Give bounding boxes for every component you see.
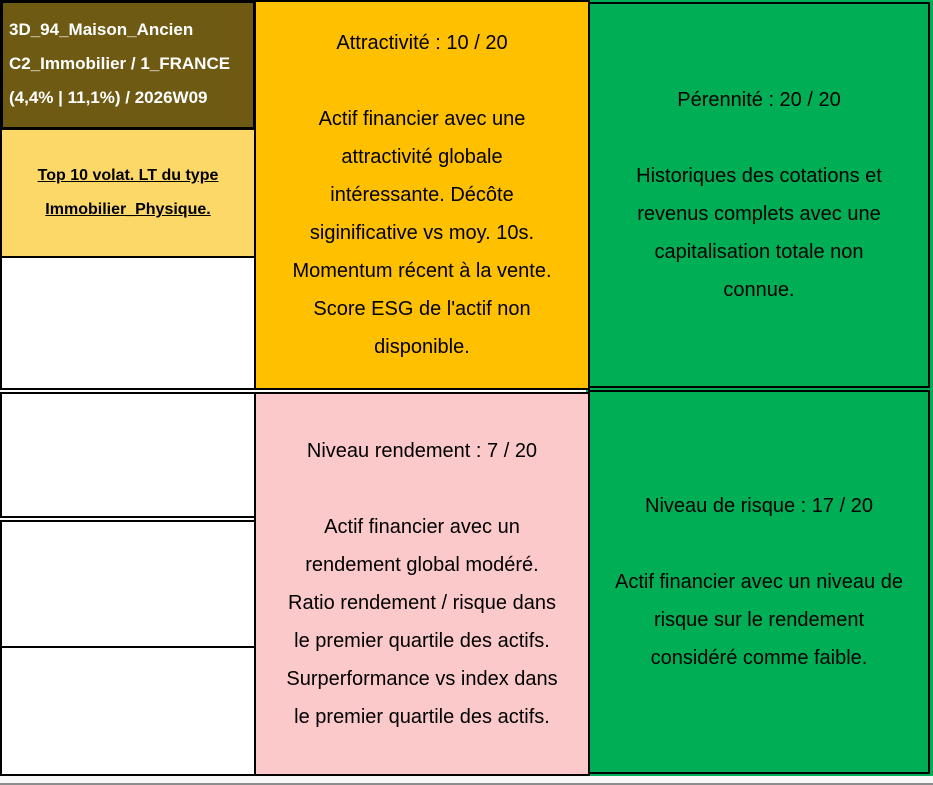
sheet-bottom-strip <box>0 776 933 785</box>
risque-body: Actif financier avec un niveau de risque… <box>615 571 903 669</box>
risque-title: Niveau de risque : 17 / 20 <box>645 495 873 517</box>
perennite-title: Pérennité : 20 / 20 <box>677 89 841 111</box>
attractivite-title: Attractivité : 10 / 20 <box>336 32 508 54</box>
asset-header-cell: 3D_94_Maison_Ancien C2_Immobilier / 1_FR… <box>0 0 256 130</box>
empty-cell-2 <box>0 392 256 518</box>
rendement-card: Niveau rendement : 7 / 20 Actif financie… <box>254 392 590 776</box>
rendement-body: Actif financier avec un rendement global… <box>286 516 558 728</box>
attractivite-body: Actif financier avec une attractivité gl… <box>292 108 552 358</box>
perennite-card: Pérennité : 20 / 20 Historiques des cota… <box>588 2 930 388</box>
empty-cell-4 <box>0 646 256 776</box>
rendement-title: Niveau rendement : 7 / 20 <box>306 440 538 462</box>
perennite-body: Historiques des cotations et revenus com… <box>636 165 882 301</box>
strategy-label: Top 10 volat. LT du type Immobilier_Phys… <box>37 167 219 218</box>
empty-cell-1 <box>0 256 256 390</box>
empty-cell-3 <box>0 520 256 648</box>
strategy-label-cell: Top 10 volat. LT du type Immobilier_Phys… <box>0 128 256 258</box>
attractivite-card: Attractivité : 10 / 20 Actif financier a… <box>254 0 590 390</box>
risque-card: Niveau de risque : 17 / 20 Actif financi… <box>588 390 930 774</box>
